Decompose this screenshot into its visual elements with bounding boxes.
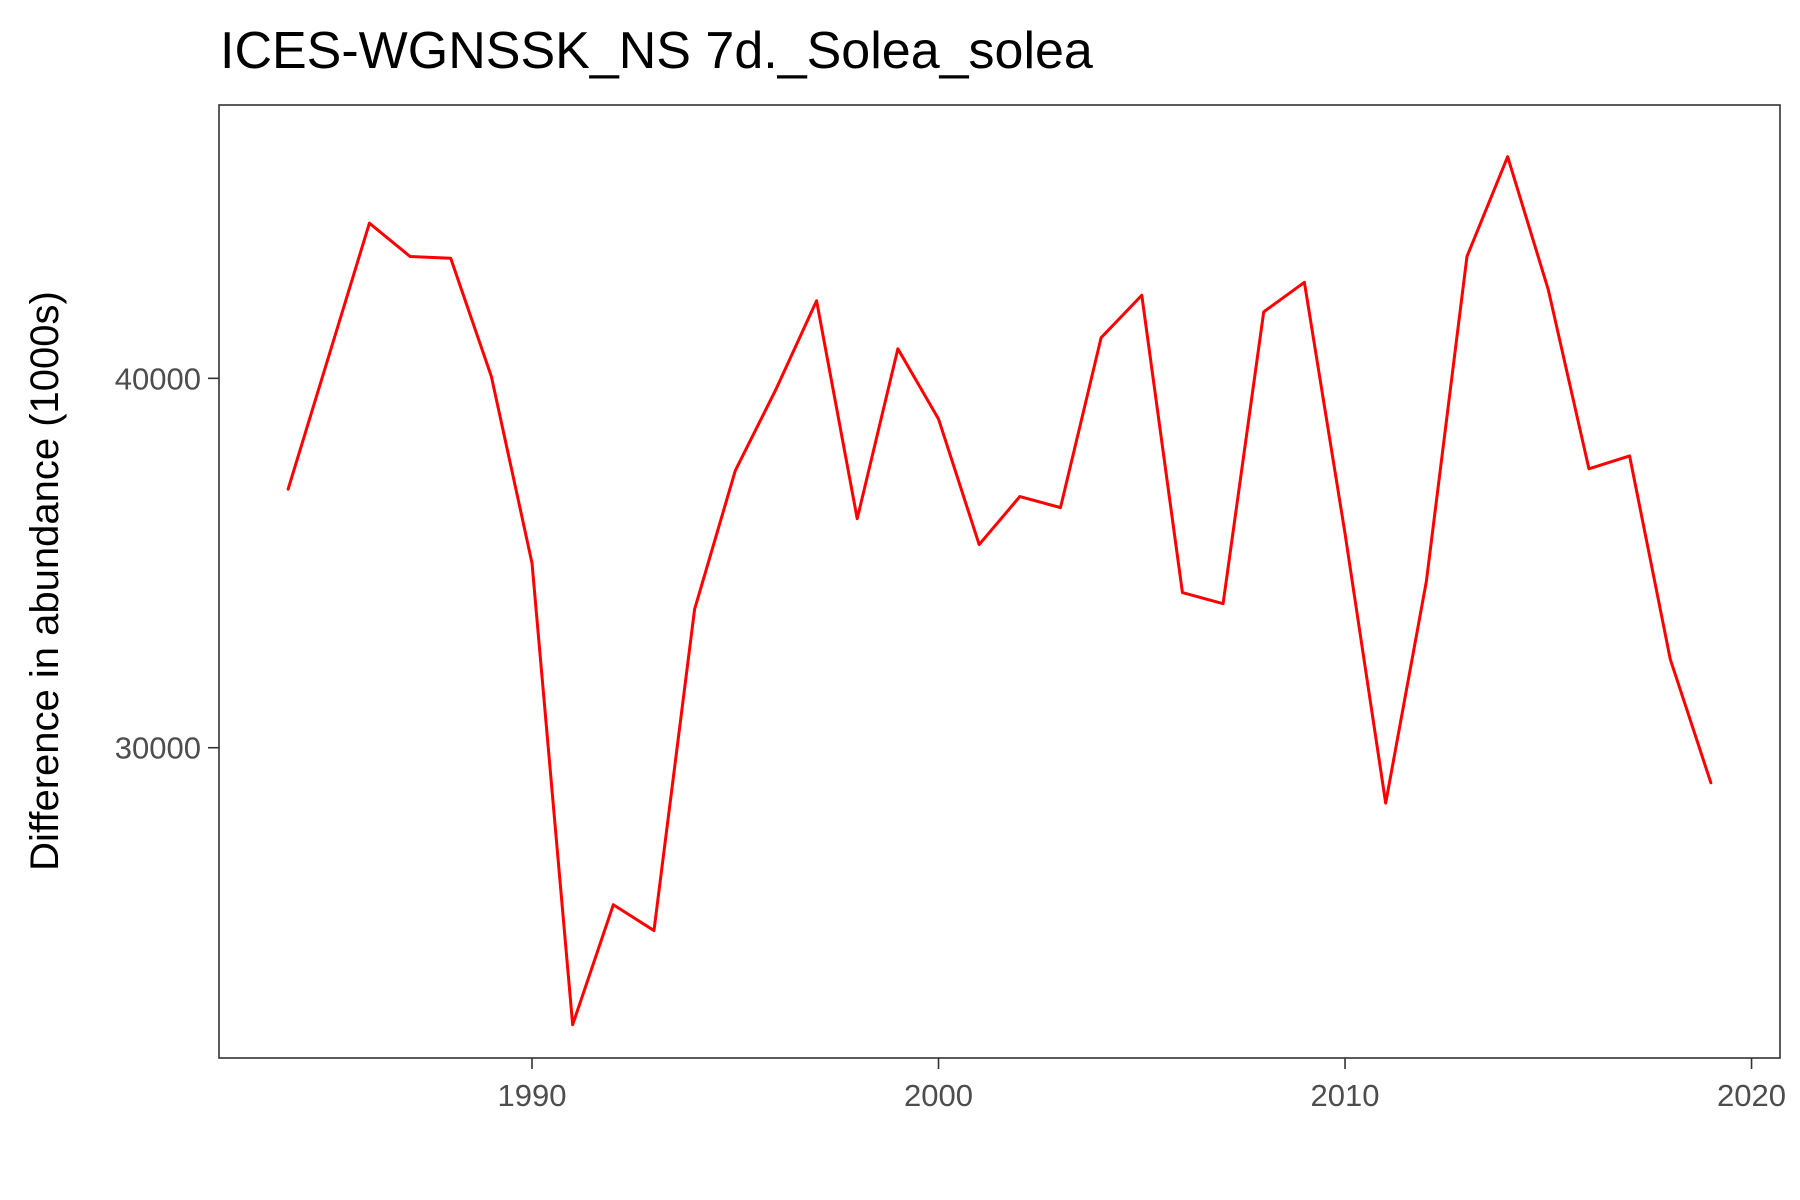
series-layer — [286, 155, 1713, 1027]
x-tick-label: 2000 — [904, 1078, 973, 1113]
series-line — [286, 155, 1713, 1027]
y-axis: 30000 40000 — [115, 361, 219, 766]
x-tick-label: 2010 — [1311, 1078, 1380, 1113]
y-tick-label: 40000 — [115, 361, 201, 396]
y-tick-label: 30000 — [115, 731, 201, 766]
plot-panel — [218, 104, 1781, 1059]
x-axis: 1990 2000 2010 2020 — [498, 1058, 1786, 1113]
chart-title: ICES-WGNSSK_NS 7d._Solea_solea — [220, 22, 1093, 80]
x-tick-label: 2020 — [1717, 1078, 1786, 1113]
x-tick-label: 1990 — [498, 1078, 567, 1113]
y-axis-title: Difference in abundance (1000s) — [23, 291, 67, 871]
